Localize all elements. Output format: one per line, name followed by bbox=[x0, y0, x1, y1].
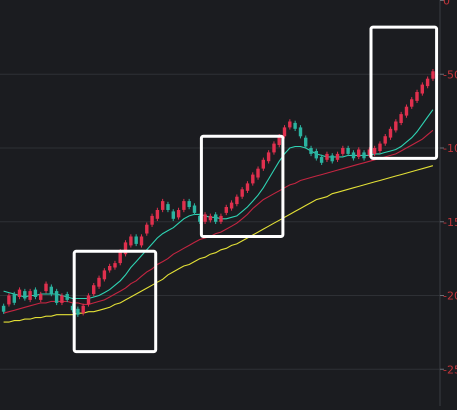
candle-down bbox=[12, 294, 16, 303]
candle-down bbox=[319, 156, 324, 163]
candle-up bbox=[86, 295, 91, 305]
candle-down bbox=[198, 215, 202, 222]
candle-down bbox=[298, 127, 303, 137]
candle-up bbox=[235, 196, 239, 205]
candle-up bbox=[425, 78, 430, 87]
candle-up bbox=[272, 143, 276, 153]
candle-down bbox=[187, 201, 191, 207]
candle-up bbox=[372, 148, 377, 154]
candle-up bbox=[113, 263, 117, 268]
candle-down bbox=[166, 204, 170, 210]
candle-down bbox=[70, 305, 75, 311]
candle-layer bbox=[1, 69, 435, 317]
candle-down bbox=[54, 291, 59, 303]
candle-down bbox=[351, 152, 356, 159]
candle-up bbox=[420, 84, 424, 94]
candle-up bbox=[367, 149, 371, 156]
candle-down bbox=[171, 211, 175, 219]
candle-up bbox=[108, 266, 112, 271]
y-tick-label: -150 bbox=[443, 216, 457, 229]
candle-down bbox=[1, 305, 6, 312]
candle-up bbox=[92, 285, 96, 295]
moving-average-layer bbox=[3, 109, 434, 323]
candle-up bbox=[224, 207, 228, 213]
highlight-box bbox=[369, 25, 439, 160]
candle-up bbox=[102, 270, 107, 280]
candle-down bbox=[49, 286, 53, 295]
y-tick-label: -250 bbox=[443, 363, 457, 376]
candle-up bbox=[208, 215, 213, 221]
candle-down bbox=[23, 291, 27, 299]
candle-up bbox=[266, 152, 271, 162]
candle-up bbox=[155, 210, 160, 219]
candle-up bbox=[388, 128, 393, 138]
candle-up bbox=[129, 236, 133, 246]
candle-up bbox=[415, 92, 419, 101]
candle-up bbox=[182, 201, 186, 210]
candle-down bbox=[304, 137, 308, 147]
candle-up bbox=[256, 168, 260, 178]
candle-down bbox=[362, 152, 366, 159]
highlight-box-layer bbox=[72, 25, 439, 354]
candle-down bbox=[309, 148, 313, 154]
candle-up bbox=[378, 143, 382, 151]
candle-up bbox=[150, 215, 154, 225]
candle-down bbox=[192, 205, 197, 213]
candle-up bbox=[325, 153, 329, 160]
candle-up bbox=[404, 106, 409, 116]
candle-up bbox=[240, 189, 244, 197]
candle-up bbox=[357, 149, 361, 157]
highlight-box bbox=[199, 134, 285, 238]
ma_short-line bbox=[3, 109, 434, 300]
candle-down bbox=[330, 155, 334, 162]
highlight-box bbox=[72, 249, 158, 354]
candle-up bbox=[431, 71, 435, 79]
candle-up bbox=[383, 136, 387, 144]
y-tick-label: -100 bbox=[443, 142, 457, 155]
y-tick-label: -50 bbox=[443, 68, 457, 81]
candle-up bbox=[161, 201, 165, 210]
candle-up bbox=[277, 136, 281, 145]
candle-up bbox=[219, 215, 223, 222]
candle-up bbox=[123, 242, 128, 255]
candle-up bbox=[341, 148, 345, 154]
candle-up bbox=[81, 305, 85, 314]
candle-down bbox=[65, 294, 69, 300]
candle-up bbox=[145, 224, 149, 234]
candle-up bbox=[245, 183, 250, 191]
candle-down bbox=[314, 151, 318, 159]
candle-up bbox=[288, 121, 292, 128]
candle-up bbox=[60, 295, 64, 303]
candle-down bbox=[76, 308, 80, 315]
candle-up bbox=[139, 236, 144, 246]
candle-up bbox=[410, 99, 414, 107]
candle-up bbox=[261, 159, 265, 169]
candle-up bbox=[7, 295, 11, 305]
candle-up bbox=[17, 289, 22, 297]
candle-down bbox=[134, 236, 138, 244]
candle-up bbox=[251, 174, 255, 184]
candle-up bbox=[97, 277, 101, 287]
candle-up bbox=[28, 291, 32, 300]
candle-up bbox=[118, 251, 122, 264]
candle-down bbox=[33, 289, 38, 297]
candle-down bbox=[214, 214, 218, 222]
candle-up bbox=[399, 114, 403, 123]
candle-up bbox=[229, 202, 234, 209]
candle-up bbox=[282, 127, 287, 137]
candle-up bbox=[394, 121, 398, 131]
candle-down bbox=[293, 122, 297, 129]
y-tick-label: 0 bbox=[443, 0, 450, 8]
y-axis: 0 -50 -100 -150 -200 -250 bbox=[439, 0, 457, 406]
y-tick-label: -200 bbox=[443, 290, 457, 303]
candle-up bbox=[335, 153, 340, 160]
candle-up bbox=[39, 294, 43, 300]
candle-up bbox=[203, 214, 207, 222]
candle-up bbox=[176, 210, 181, 218]
candle-down bbox=[346, 148, 350, 154]
candle-up bbox=[44, 283, 48, 292]
